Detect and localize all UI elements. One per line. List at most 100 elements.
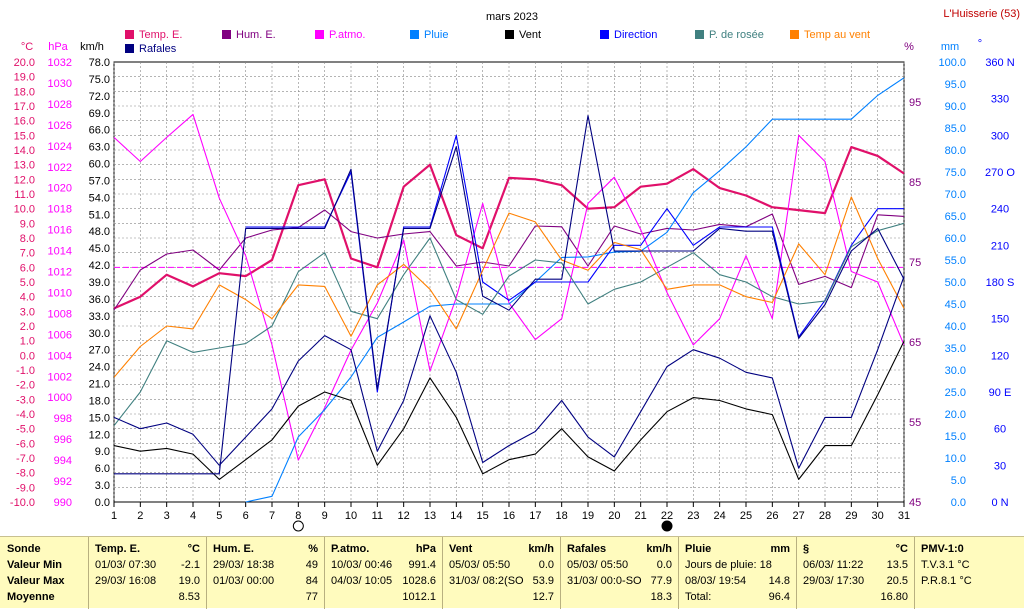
- pluie-max-date: 08/03/ 19:54: [685, 575, 747, 587]
- label-max: Valeur Max: [7, 575, 65, 587]
- series-line-rafales_low: [113, 276, 905, 469]
- vent-title: Vent: [449, 543, 473, 555]
- hpa-tick-label: 992: [54, 476, 72, 488]
- mm-tick-label: 5.0: [951, 475, 966, 487]
- pluie-title: Pluie: [685, 543, 712, 555]
- kmh-tick-label: 33.0: [89, 311, 110, 323]
- full-moon-icon: [292, 520, 304, 532]
- deg-tick-label: 60: [994, 424, 1006, 436]
- hpa-tick-label: 1032: [48, 57, 72, 69]
- vent-min-date: 05/03/ 05:50: [449, 559, 511, 571]
- kmh-tick-label: 24.0: [89, 362, 110, 374]
- kmh-tick-label: 9.0: [95, 446, 110, 458]
- series-line-vent: [113, 340, 905, 480]
- pluie-max-val: 14.8: [768, 575, 790, 587]
- kmh-tick-label: 27.0: [89, 345, 110, 357]
- legend-label-patm: P.atmo.: [329, 29, 366, 41]
- kmh-tick-label: 78.0: [89, 57, 110, 69]
- legend-swatch-patm: [315, 30, 324, 39]
- pmv-line2: P.R.8.1 °C: [921, 575, 972, 587]
- deg-axis-unit: °: [978, 38, 982, 50]
- summary-pluie: Pluie mm Jours de pluie: 18 08/03/ 19:54…: [678, 537, 796, 609]
- kmh-tick-label: 18.0: [89, 395, 110, 407]
- hpa-tick-label: 990: [54, 497, 72, 509]
- rafales-max-date: 31/03/ 00:0-SO: [567, 575, 642, 587]
- mm-tick-label: 0.0: [951, 497, 966, 509]
- temp-tick-label: -9.0: [16, 482, 35, 494]
- pluie-days: Jours de pluie: 18: [685, 559, 772, 571]
- temp-tick-label: 17.0: [14, 101, 35, 113]
- temp-tick-label: 20.0: [14, 57, 35, 69]
- hpa-tick-label: 1028: [48, 99, 72, 111]
- kmh-tick-label: 69.0: [89, 108, 110, 120]
- hpa-tick-label: 1002: [48, 371, 72, 383]
- hum-unit: %: [308, 543, 318, 555]
- kmh-axis-unit: km/h: [80, 41, 104, 53]
- temp-tick-label: -8.0: [16, 468, 35, 480]
- deg-tick-label: 210: [991, 240, 1009, 252]
- hum-axis-unit: %: [904, 41, 914, 53]
- x-tick-label: 23: [687, 510, 699, 522]
- x-tick-label: 13: [424, 510, 436, 522]
- kmh-tick-label: 63.0: [89, 142, 110, 154]
- rafales-avg: 18.3: [650, 591, 672, 603]
- legend-label-temp: Temp. E.: [139, 29, 182, 41]
- hum-max-val: 84: [305, 575, 318, 587]
- legend-label-tempvent: Temp au vent: [804, 29, 870, 41]
- temp-tick-label: -7.0: [16, 453, 35, 465]
- temp-tick-label: 4.0: [20, 292, 35, 304]
- hpa-tick-label: 1024: [48, 141, 72, 153]
- mm-tick-label: 20.0: [945, 409, 966, 421]
- new-moon-icon: [661, 520, 673, 532]
- legend-label-vent: Vent: [519, 29, 541, 41]
- x-tick-label: 27: [793, 510, 805, 522]
- temp-tick-label: -6.0: [16, 438, 35, 450]
- deg-tick-label: 0 N: [991, 497, 1008, 509]
- hum-min-date: 29/03/ 18:38: [213, 559, 275, 571]
- legend-swatch-vent: [505, 30, 514, 39]
- patm-max-val: 1028.6: [402, 575, 436, 587]
- temp-tick-label: 8.0: [20, 233, 35, 245]
- mm-tick-label: 40.0: [945, 321, 966, 333]
- summary-hum: Hum. E. % 29/03/ 18:38 49 01/03/ 00:00 8…: [206, 537, 324, 609]
- x-tick-label: 20: [608, 510, 620, 522]
- x-tick-label: 5: [216, 510, 222, 522]
- hum-max-date: 01/03/ 00:00: [213, 575, 275, 587]
- legend-swatch-rafales: [125, 44, 134, 53]
- hpa-tick-label: 1004: [48, 350, 72, 362]
- hpa-axis-unit: hPa: [48, 41, 68, 53]
- patm-max-date: 04/03/ 10:05: [331, 575, 393, 587]
- x-tick-label: 22: [661, 510, 673, 522]
- temp-title: Temp. E.: [95, 543, 141, 555]
- kmh-tick-label: 39.0: [89, 277, 110, 289]
- temp-tick-label: -3.0: [16, 394, 35, 406]
- rafales-title: Rafales: [567, 543, 607, 555]
- mm-axis-unit: mm: [941, 41, 959, 53]
- summary-labels: Sonde Valeur Min Valeur Max Moyenne: [0, 537, 88, 609]
- temp-tick-label: 9.0: [20, 218, 35, 230]
- temp-max-date: 29/03/ 16:08: [95, 575, 157, 587]
- temp2-avg: 16.80: [880, 591, 908, 603]
- temp-tick-label: -2.0: [16, 380, 35, 392]
- deg-tick-label: 90 E: [989, 387, 1012, 399]
- temp-tick-label: -1.0: [16, 365, 35, 377]
- kmh-tick-label: 42.0: [89, 260, 110, 272]
- mm-tick-label: 25.0: [945, 387, 966, 399]
- temp2-max-date: 29/03/ 17:30: [803, 575, 865, 587]
- hpa-tick-label: 998: [54, 413, 72, 425]
- kmh-tick-label: 30.0: [89, 328, 110, 340]
- temp-tick-label: 12.0: [14, 174, 35, 186]
- x-tick-label: 21: [635, 510, 647, 522]
- summary-temp: Temp. E. °C 01/03/ 07:30 -2.1 29/03/ 16:…: [88, 537, 206, 609]
- x-tick-label: 15: [477, 510, 489, 522]
- series-line-rosee: [113, 222, 905, 427]
- x-tick-label: 6: [243, 510, 249, 522]
- legend-swatch-pluie: [410, 30, 419, 39]
- x-tick-label: 28: [819, 510, 831, 522]
- temp-min-val: -2.1: [181, 559, 200, 571]
- vent-max-date: 31/03/ 08:2(SO: [449, 575, 524, 587]
- temp-tick-label: -5.0: [16, 424, 35, 436]
- hum-min-val: 49: [305, 559, 318, 571]
- pluie-unit: mm: [770, 543, 790, 555]
- temp-tick-label: 2.0: [20, 321, 35, 333]
